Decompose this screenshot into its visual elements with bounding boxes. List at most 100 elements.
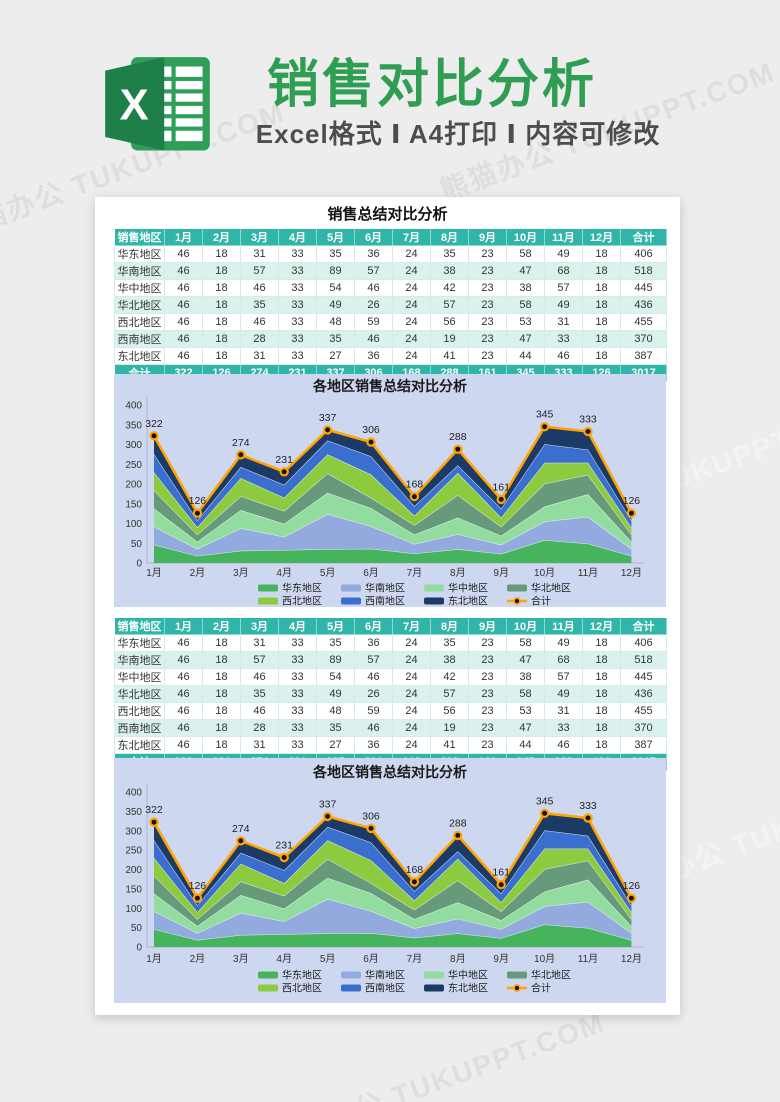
table-cell: 33 (278, 634, 317, 652)
table-cell: 33 (544, 330, 583, 348)
region-label: 华中地区 (114, 279, 165, 297)
table-cell: 18 (582, 685, 621, 703)
svg-text:7月: 7月 (407, 567, 423, 579)
table-cell: 46 (240, 313, 279, 331)
table-cell: 54 (316, 279, 355, 297)
table-cell: 18 (582, 347, 621, 365)
table-cell: 46 (544, 736, 583, 754)
table-cell: 23 (468, 245, 507, 263)
table-row: 东北地区 46 18 31 33 27 36 24 41 23 44 46 18 387 (114, 736, 667, 754)
table-cell: 23 (468, 668, 507, 686)
svg-text:5月: 5月 (320, 953, 336, 965)
svg-text:322: 322 (145, 804, 163, 816)
svg-text:5月: 5月 (320, 567, 336, 579)
region-label: 东北地区 (114, 736, 165, 754)
table-cell: 49 (544, 296, 583, 314)
table-cell: 46 (164, 279, 203, 297)
excel-logo: X (100, 52, 214, 154)
table-cell: 24 (392, 347, 431, 365)
svg-text:306: 306 (362, 424, 380, 436)
table-cell: 18 (202, 702, 241, 720)
svg-text:333: 333 (579, 414, 597, 426)
row-total: 445 (620, 279, 667, 297)
region-label: 东北地区 (114, 347, 165, 365)
table-cell: 28 (240, 719, 279, 737)
table-cell: 33 (278, 347, 317, 365)
table-row: 西北地区 46 18 46 33 48 59 24 56 23 53 31 18 455 (114, 702, 667, 720)
svg-text:250: 250 (125, 460, 142, 471)
table-cell: 38 (506, 668, 545, 686)
table-cell: 46 (164, 702, 203, 720)
table-cell: 53 (506, 702, 545, 720)
row-total: 387 (620, 736, 667, 754)
table-cell: 23 (468, 262, 507, 280)
table-cell: 24 (392, 685, 431, 703)
table-cell: 56 (430, 702, 469, 720)
svg-text:400: 400 (125, 788, 142, 799)
table-cell: 19 (430, 719, 469, 737)
table-cell: 18 (202, 262, 241, 280)
svg-text:1月: 1月 (146, 953, 162, 965)
table-cell: 23 (468, 651, 507, 669)
svg-text:231: 231 (275, 454, 293, 466)
svg-text:1月: 1月 (146, 567, 162, 579)
svg-text:288: 288 (449, 817, 467, 829)
row-total: 406 (620, 245, 667, 263)
svg-text:华北地区: 华北地区 (531, 969, 571, 982)
table-cell: 18 (582, 719, 621, 737)
table-cell: 31 (240, 245, 279, 263)
row-total: 370 (620, 330, 667, 348)
region-label: 华南地区 (114, 262, 165, 280)
svg-text:4月: 4月 (276, 567, 292, 579)
column-header: 9月 (468, 228, 507, 246)
table-cell: 54 (316, 668, 355, 686)
svg-text:西北地区: 西北地区 (282, 595, 322, 608)
row-total: 387 (620, 347, 667, 365)
table-cell: 18 (202, 685, 241, 703)
svg-text:322: 322 (145, 418, 163, 430)
table-cell: 33 (278, 330, 317, 348)
table-cell: 47 (506, 719, 545, 737)
svg-text:337: 337 (319, 412, 337, 424)
table-cell: 18 (202, 736, 241, 754)
table-cell: 31 (544, 702, 583, 720)
svg-text:西北地区: 西北地区 (282, 982, 322, 995)
svg-text:2月: 2月 (190, 953, 206, 965)
svg-text:4月: 4月 (276, 953, 292, 965)
table-cell: 46 (544, 347, 583, 365)
svg-text:华东地区: 华东地区 (282, 582, 322, 595)
region-label: 华中地区 (114, 668, 165, 686)
column-header: 10月 (506, 617, 545, 635)
table-cell: 57 (240, 262, 279, 280)
table-cell: 24 (392, 245, 431, 263)
table-cell: 68 (544, 262, 583, 280)
table-cell: 24 (392, 651, 431, 669)
table-cell: 27 (316, 347, 355, 365)
table-cell: 46 (354, 719, 393, 737)
table-cell: 18 (202, 719, 241, 737)
svg-text:337: 337 (319, 798, 337, 810)
table-cell: 26 (354, 685, 393, 703)
watermark: 熊猫办公 TUKUPPT.COM (265, 1006, 610, 1102)
svg-text:274: 274 (232, 437, 250, 449)
sales-table-1: 销售地区 1月 2月 3月 4月 5月 6月 7月 8月 9月 10月 11月 12月 合计 华东地区 46 1… (114, 228, 667, 382)
table-cell: 42 (430, 279, 469, 297)
svg-text:0: 0 (136, 559, 142, 570)
row-total: 370 (620, 719, 667, 737)
column-header: 9月 (468, 617, 507, 635)
region-label: 西北地区 (114, 702, 165, 720)
table-cell: 36 (354, 347, 393, 365)
table-row: 西南地区 46 18 28 33 35 46 24 19 23 47 33 18 370 (114, 330, 667, 348)
svg-text:274: 274 (232, 823, 250, 835)
table-cell: 49 (544, 634, 583, 652)
table-cell: 35 (316, 330, 355, 348)
svg-text:50: 50 (131, 923, 143, 934)
row-total: 518 (620, 262, 667, 280)
table-cell: 46 (164, 719, 203, 737)
excel-logo-graphic: X (105, 57, 210, 151)
table-cell: 46 (164, 347, 203, 365)
table-cell: 59 (354, 313, 393, 331)
table-cell: 46 (164, 313, 203, 331)
table-cell: 18 (202, 347, 241, 365)
